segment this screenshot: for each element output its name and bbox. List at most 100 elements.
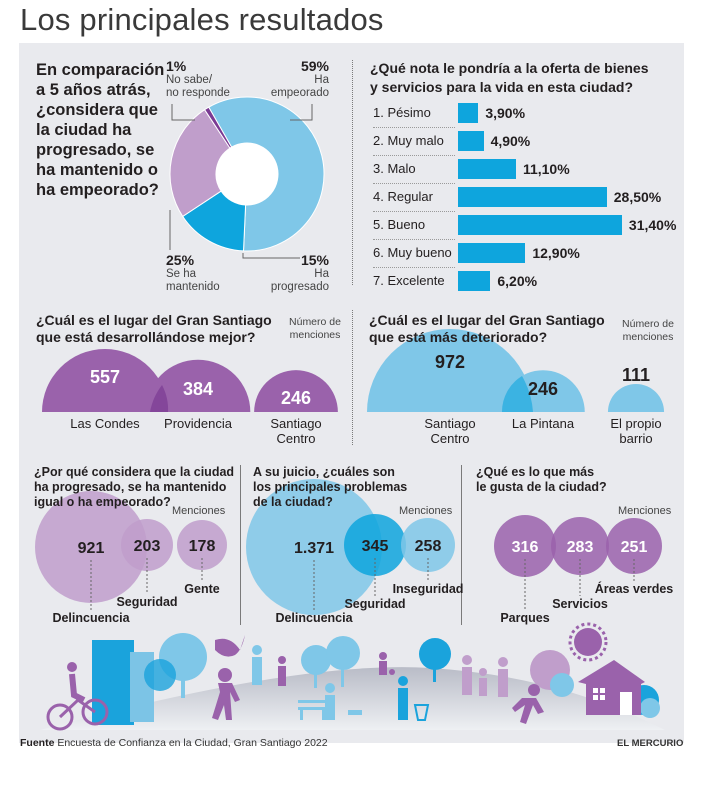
bubble-value-label: 178 (189, 538, 216, 555)
bar-category-label: 7. Excelente (373, 273, 445, 288)
bubble-value-label: 246 (281, 388, 311, 408)
q3-question: ¿Cuál es el lugar del Gran Santiago que … (36, 312, 272, 346)
q1-line: ¿considera que (36, 101, 158, 119)
bar-row-divider (373, 267, 455, 268)
q5-line: ¿Por qué considera que la ciudad (34, 465, 235, 479)
pie-label-59-pct: 59% (300, 58, 329, 74)
bar (458, 131, 484, 151)
q5-question: ¿Por qué considera que la ciudad ha prog… (34, 465, 234, 510)
semicircle-mark (42, 349, 168, 412)
bird-icon (215, 635, 245, 657)
bubble-value-label: 921 (78, 540, 105, 557)
bubble-category-label: Áreas verdes (595, 581, 674, 596)
footer-source: Fuente Encuesta de Confianza en la Ciuda… (20, 737, 328, 749)
bar-value-label: 28,50% (613, 189, 662, 205)
bubble-category-label: Centro (430, 431, 469, 446)
semicircle-mark (254, 370, 338, 412)
bar-value-label: 4,90% (490, 133, 531, 149)
bubble-mark (344, 514, 406, 576)
note-line: Número de (289, 316, 341, 328)
bar (458, 187, 607, 207)
q1-question: En comparación a 5 años atrás, ¿consider… (36, 60, 164, 200)
q7-line: le gusta de la ciudad? (476, 480, 607, 494)
bubble-value-label: 345 (362, 538, 389, 555)
dog-walker-icon (325, 683, 362, 720)
bubble-category-label: Servicios (552, 597, 608, 611)
q6-line: A su juicio, ¿cuáles son (253, 465, 395, 479)
donut-hole (216, 143, 278, 205)
bar (458, 271, 491, 291)
bar-category-label: 5. Bueno (373, 217, 426, 232)
bubble-value-label: 283 (567, 539, 594, 556)
pie-label-line: no responde (166, 87, 230, 99)
overlap-mark (150, 385, 169, 412)
q1-line: En comparación (36, 61, 165, 79)
bubble-category-label: Parques (500, 611, 549, 625)
trash-person-icon (398, 676, 430, 721)
leader-line (171, 104, 195, 121)
pie-label-1-text: No sabe/ no responde (166, 74, 230, 100)
leader-line (242, 253, 300, 259)
running-person-icon (512, 684, 544, 724)
bar-value-label: 12,90% (532, 245, 580, 261)
bubble-value-label: 251 (621, 539, 648, 556)
bubble-category-label: Las Condes (70, 416, 140, 431)
bubble-mark (246, 479, 382, 615)
q4-note: Número de menciones (618, 318, 678, 344)
sun-icon (568, 622, 608, 662)
bar-value-label: 11,10% (522, 161, 570, 177)
semicircle-mark (367, 329, 533, 412)
bubble-mark (606, 518, 662, 574)
q6-line: los principales problemas (253, 480, 408, 494)
semicircle-mark (145, 359, 251, 412)
bar-row-divider (373, 127, 455, 128)
pie-label-15-text: Ha progresado (262, 268, 329, 294)
overlap-mark (501, 376, 533, 412)
pie-label-line: Se ha (166, 268, 197, 280)
bar (458, 215, 622, 235)
bubble-category-label: Santiago (270, 416, 321, 431)
child-ball-icon (379, 652, 395, 675)
note-line: menciones (622, 331, 674, 343)
pie-label-line: mantenido (166, 281, 220, 293)
building-icon (92, 640, 154, 725)
bar-category-label: 1. Pésimo (373, 105, 431, 120)
pie-label-line: empeorado (270, 87, 329, 99)
bar (458, 103, 479, 123)
cyclist-icon (46, 662, 109, 731)
q7-note: Menciones (618, 505, 672, 517)
bubble-mark (121, 519, 173, 571)
divider-vertical-top (352, 60, 353, 285)
bubble-value-label: 557 (90, 367, 120, 387)
bar-row-divider (373, 183, 455, 184)
page-title: Los principales resultados (20, 2, 384, 37)
bubble-mark (494, 515, 556, 577)
bubble-value-label: 203 (134, 538, 161, 555)
pie-label-25-text: Se ha mantenido (166, 268, 220, 294)
pie-label-line: No sabe/ (166, 74, 213, 86)
bubble-value-label: 316 (512, 539, 539, 556)
walking-person-icon (212, 668, 240, 720)
bubble-category-label: Delincuencia (52, 611, 130, 625)
q1-line: ha mantenido o (36, 161, 158, 179)
bubble-category-label: La Pintana (512, 416, 575, 431)
q2-line: y servicios para la vida en esta ciudad? (370, 79, 634, 95)
q2-question: ¿Qué nota le pondría a la oferta de bien… (370, 59, 649, 97)
q3-line: que está desarrollándose mejor? (36, 329, 256, 345)
bench-icon (298, 700, 326, 720)
bar-category-label: 2. Muy malo (373, 133, 444, 148)
bar-row-divider (373, 155, 455, 156)
q6-note: Menciones (399, 505, 453, 517)
q7-line: ¿Qué es lo que más (476, 465, 595, 479)
bubble-mark (551, 517, 609, 575)
bubble-value-label: 111 (622, 365, 650, 385)
bubble-category-label: barrio (619, 431, 652, 446)
bubble-mark (35, 491, 147, 603)
bubble-category-label: Centro (276, 431, 315, 446)
tree-icon (301, 645, 331, 688)
q1-line: a 5 años atrás, (36, 81, 151, 99)
pie-label-15-pct: 15% (300, 252, 329, 268)
